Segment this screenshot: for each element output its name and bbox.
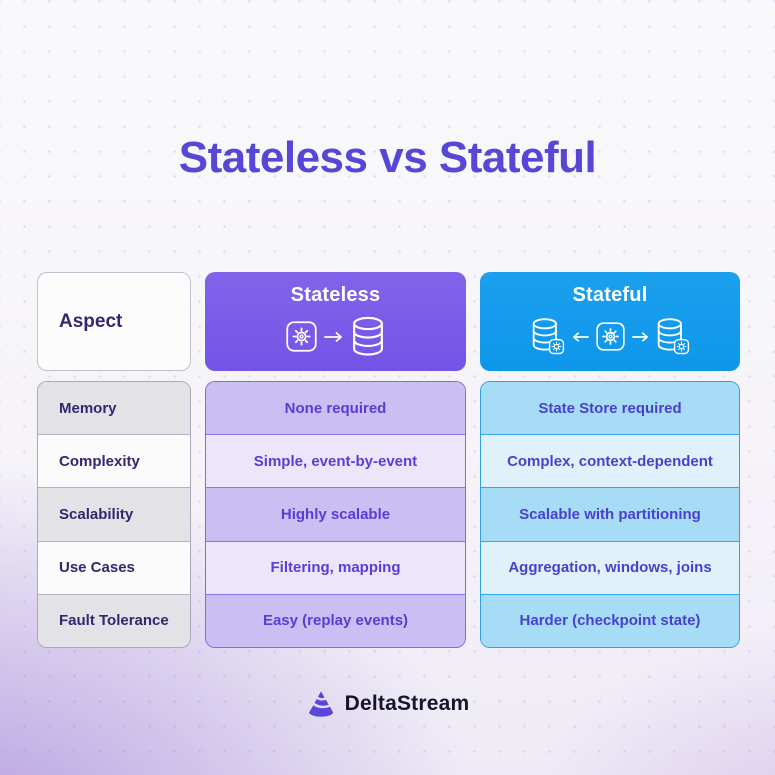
stateless-flow-icons <box>286 314 385 360</box>
aspect-header-cell: Aspect <box>37 272 191 371</box>
arrow-right-icon <box>324 331 342 342</box>
stateless-cell: Highly scalable <box>206 487 465 541</box>
aspect-row-label: Use Cases <box>38 540 190 594</box>
stateless-header-cell: Stateless <box>205 272 466 371</box>
deltastream-logo-icon <box>308 691 333 717</box>
stateful-cell: Aggregation, windows, joins <box>481 540 739 594</box>
aspect-row-label: Memory <box>38 382 190 435</box>
aspect-row-label: Fault Tolerance <box>38 593 190 647</box>
database-with-gear-icon <box>532 318 564 355</box>
comparison-table: Aspect Memory Complexity Scalability Use… <box>37 272 740 648</box>
arrow-left-icon <box>572 331 589 342</box>
stateless-cell: None required <box>206 382 465 435</box>
stateful-flow-icons <box>531 314 690 360</box>
stateless-column: Stateless <box>205 272 466 648</box>
processor-gear-icon <box>595 322 625 351</box>
aspect-body: Memory Complexity Scalability Use Cases … <box>37 381 191 648</box>
aspect-row-label: Scalability <box>38 487 190 541</box>
brand-footer: DeltaStream <box>0 689 775 719</box>
stateful-column: Stateful <box>480 272 740 648</box>
aspect-header-label: Aspect <box>59 310 123 332</box>
stateful-cell: Scalable with partitioning <box>481 487 739 541</box>
stateful-header-cell: Stateful <box>480 272 740 371</box>
database-with-gear-icon <box>657 318 689 355</box>
processor-gear-icon <box>286 321 317 352</box>
stateless-body: None required Simple, event-by-event Hig… <box>205 381 466 648</box>
aspect-column: Aspect Memory Complexity Scalability Use… <box>37 272 191 648</box>
stateful-header-label: Stateful <box>572 283 648 306</box>
stateless-header-label: Stateless <box>290 283 381 306</box>
database-icon <box>353 316 383 356</box>
page-title: Stateless vs Stateful <box>178 133 597 182</box>
stateful-body: State Store required Complex, context-de… <box>480 381 740 648</box>
stateful-cell: State Store required <box>481 382 739 435</box>
stateful-cell: Complex, context-dependent <box>481 434 739 488</box>
brand-name: DeltaStream <box>344 692 470 715</box>
stateless-cell: Easy (replay events) <box>206 593 465 647</box>
stateless-cell: Simple, event-by-event <box>206 434 465 488</box>
arrow-right-icon <box>631 331 648 342</box>
stateless-cell: Filtering, mapping <box>206 540 465 594</box>
stateful-cell: Harder (checkpoint state) <box>481 593 739 647</box>
aspect-row-label: Complexity <box>38 434 190 488</box>
